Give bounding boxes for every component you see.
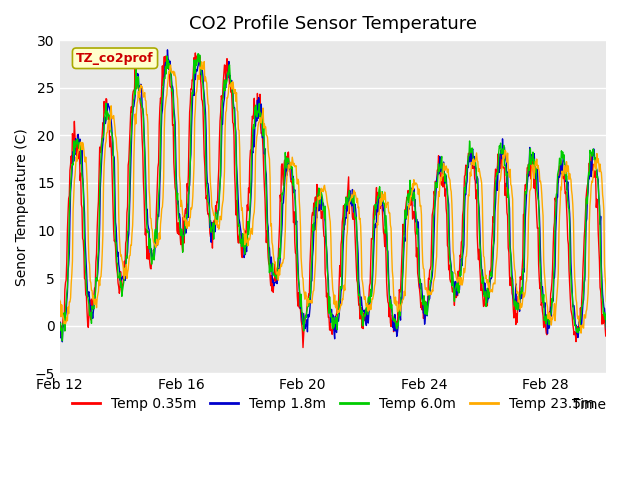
X-axis label: Time: Time <box>572 398 606 412</box>
Legend: Temp 0.35m, Temp 1.8m, Temp 6.0m, Temp 23.5m: Temp 0.35m, Temp 1.8m, Temp 6.0m, Temp 2… <box>67 391 600 416</box>
Temp 6.0m <box>602 324 610 330</box>
Temp 6.0m <box>285 160 293 166</box>
Temp 23.5m <box>577 330 585 336</box>
Temp 1.8m <box>58 339 66 345</box>
Temp 6.0m <box>195 51 202 57</box>
Temp 0.35m <box>285 149 292 155</box>
Temp 1.8m <box>56 322 63 327</box>
Line: Temp 6.0m: Temp 6.0m <box>60 54 606 341</box>
Temp 0.35m <box>499 163 506 169</box>
Temp 1.8m <box>256 108 264 114</box>
Temp 0.35m <box>191 50 199 56</box>
Y-axis label: Senor Temperature (C): Senor Temperature (C) <box>15 128 29 286</box>
Temp 0.35m <box>367 258 374 264</box>
Temp 1.8m <box>285 160 293 166</box>
Text: TZ_co2prof: TZ_co2prof <box>76 52 154 65</box>
Temp 0.35m <box>76 149 83 155</box>
Temp 6.0m <box>256 118 264 123</box>
Temp 1.8m <box>164 47 172 53</box>
Temp 1.8m <box>602 326 610 332</box>
Temp 23.5m <box>366 302 374 308</box>
Temp 23.5m <box>184 219 192 225</box>
Temp 23.5m <box>76 147 83 153</box>
Temp 0.35m <box>602 328 610 334</box>
Temp 23.5m <box>602 299 610 304</box>
Temp 6.0m <box>499 146 506 152</box>
Temp 0.35m <box>56 319 63 324</box>
Temp 23.5m <box>255 119 263 125</box>
Line: Temp 0.35m: Temp 0.35m <box>60 53 606 348</box>
Line: Temp 23.5m: Temp 23.5m <box>60 61 606 333</box>
Line: Temp 1.8m: Temp 1.8m <box>60 50 606 342</box>
Temp 1.8m <box>367 289 374 295</box>
Temp 23.5m <box>498 166 506 171</box>
Temp 1.8m <box>76 136 84 142</box>
Temp 6.0m <box>76 139 84 145</box>
Temp 0.35m <box>299 345 307 350</box>
Temp 0.35m <box>184 172 192 178</box>
Temp 1.8m <box>186 182 193 188</box>
Temp 6.0m <box>56 326 63 332</box>
Temp 1.8m <box>499 136 506 142</box>
Temp 6.0m <box>58 338 66 344</box>
Temp 0.35m <box>255 113 263 119</box>
Temp 23.5m <box>200 59 208 64</box>
Temp 6.0m <box>185 190 193 196</box>
Temp 23.5m <box>56 298 63 303</box>
Temp 23.5m <box>285 162 292 168</box>
Temp 6.0m <box>367 287 374 292</box>
Title: CO2 Profile Sensor Temperature: CO2 Profile Sensor Temperature <box>189 15 477 33</box>
